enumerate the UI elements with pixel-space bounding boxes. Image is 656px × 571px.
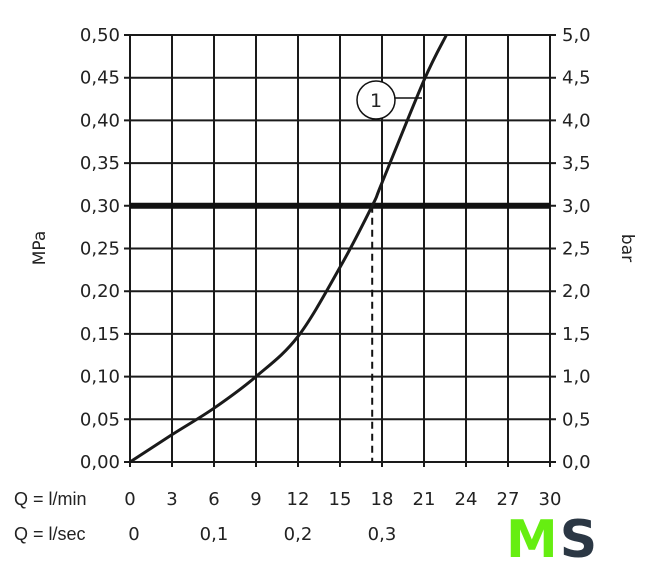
ticks: 0 3 6 9 12 15 18 21 24 27 30 0 0,1 0,2 0,3 0,00 0,0 0,05 0…: [80, 25, 591, 545]
y-tick-label: 0,40: [80, 110, 120, 131]
logo-letter-s: S: [560, 510, 597, 570]
y2-tick-label: 4,0: [562, 110, 591, 131]
x-tick-label: 15: [329, 489, 352, 510]
y-tick-label: 0,35: [80, 153, 120, 174]
y2-axis-label: bar: [617, 234, 637, 262]
x2-tick-label: 0,3: [368, 524, 397, 545]
logo: MS: [506, 510, 597, 570]
marks: 1: [129, 34, 550, 464]
y2-tick-label: 2,5: [562, 239, 591, 260]
x-tick-label: 9: [250, 489, 261, 510]
x-tick-label: 24: [455, 489, 478, 510]
x-tick-label: 21: [413, 489, 436, 510]
series-label: 1: [370, 90, 382, 112]
y-tick-label: 0,15: [80, 324, 120, 345]
logo-letter-m: M: [506, 510, 558, 570]
y2-tick-label: 2,0: [562, 281, 591, 302]
y-axis-label: MPa: [30, 231, 50, 266]
y-tick-label: 0,25: [80, 239, 120, 260]
x-tick-label: 18: [371, 489, 394, 510]
x2-axis-label: Q = l/sec: [14, 524, 86, 544]
x-axis-label: Q = l/min: [14, 489, 87, 509]
y-tick-label: 0,50: [80, 25, 120, 46]
x-tick-label: 30: [539, 489, 562, 510]
x2-tick-label: 0: [128, 524, 139, 545]
y2-tick-label: 3,0: [562, 196, 591, 217]
y-tick-label: 0,45: [80, 68, 120, 89]
x2-tick-label: 0,2: [284, 524, 313, 545]
y-tick-label: 0,05: [80, 409, 120, 430]
y2-tick-label: 0,0: [562, 452, 591, 473]
y-tick-label: 0,30: [80, 196, 120, 217]
y2-tick-label: 1,0: [562, 367, 591, 388]
x2-tick-label: 0,1: [200, 524, 229, 545]
x-tick-label: 3: [166, 489, 177, 510]
series-line: [129, 34, 448, 464]
y2-tick-label: 5,0: [562, 25, 591, 46]
y2-tick-label: 4,5: [562, 68, 591, 89]
y-tick-label: 0,20: [80, 281, 120, 302]
y2-tick-label: 0,5: [562, 409, 591, 430]
y-tick-label: 0,00: [80, 452, 120, 473]
x-tick-label: 27: [497, 489, 520, 510]
x-tick-label: 0: [124, 489, 135, 510]
y-tick-label: 0,10: [80, 367, 120, 388]
y2-tick-label: 3,5: [562, 153, 591, 174]
x-tick-label: 6: [208, 489, 219, 510]
series-label-circle: [356, 80, 396, 120]
grid: [124, 34, 556, 467]
x-tick-label: 12: [287, 489, 310, 510]
y2-tick-label: 1,5: [562, 324, 591, 345]
